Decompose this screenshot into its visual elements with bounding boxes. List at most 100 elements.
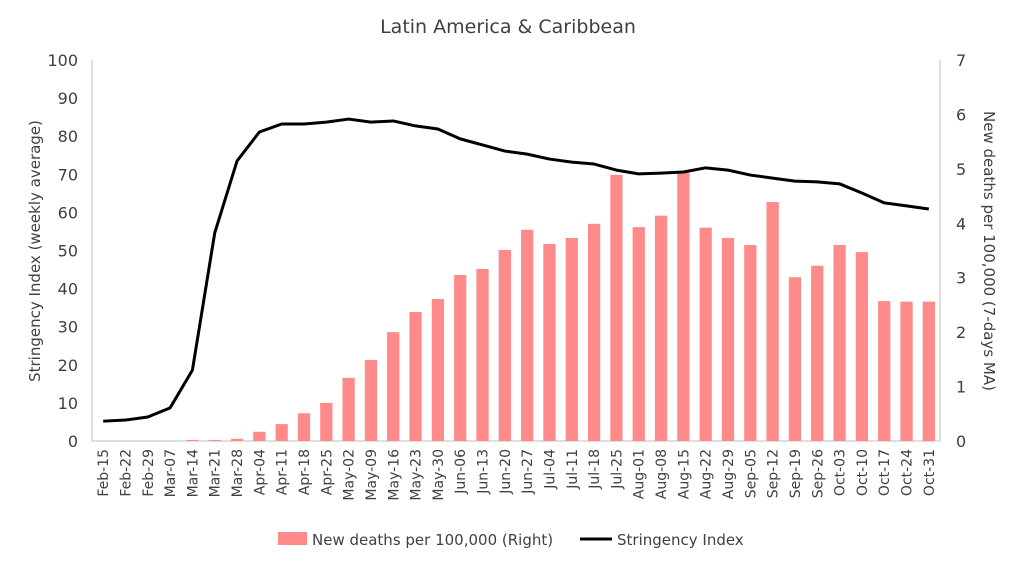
bar — [387, 332, 400, 441]
y-left-tick-label: 40 — [58, 280, 78, 299]
x-tick-label: May-02 — [342, 449, 358, 501]
y-right-tick-label: 0 — [956, 432, 966, 451]
y-left-tick-label: 100 — [47, 51, 78, 70]
x-tick-label: Jun-06 — [453, 449, 469, 495]
bar — [186, 439, 199, 441]
legend-line-label: Stringency Index — [617, 531, 744, 549]
bar — [521, 229, 534, 441]
y-right-tick-label: 6 — [956, 105, 966, 124]
x-tick-label: Oct-10 — [855, 449, 871, 496]
x-tick-label: Mar-07 — [163, 449, 179, 497]
x-tick-label: Apr-18 — [297, 449, 313, 495]
bar — [855, 252, 869, 441]
x-tick-label: Mar-14 — [185, 449, 201, 497]
x-tick-label: Apr-25 — [319, 449, 335, 495]
x-tick-label: Oct-03 — [833, 449, 849, 496]
x-tick-label: Jun-27 — [520, 449, 536, 495]
y-left-tick-label: 70 — [58, 165, 78, 184]
bar — [587, 223, 601, 441]
y-right-tick-label: 2 — [956, 323, 966, 342]
bar — [632, 227, 645, 441]
x-tick-label: Feb-29 — [141, 449, 157, 497]
legend: New deaths per 100,000 (Right) Stringenc… — [278, 531, 744, 549]
bar — [364, 359, 378, 441]
bar — [498, 249, 511, 441]
y-left-tick-label: 90 — [58, 89, 78, 108]
x-tick-label: May-30 — [431, 449, 447, 501]
x-tick-label: Jul-18 — [587, 449, 603, 490]
y-right-tick-label: 3 — [956, 269, 966, 288]
x-tick-label: Sep-05 — [743, 449, 759, 498]
x-tick-label: Oct-17 — [877, 449, 893, 496]
bar-series — [186, 172, 935, 441]
x-tick-label: Feb-15 — [96, 449, 112, 497]
y-left-tick-label: 60 — [58, 203, 78, 222]
bar — [275, 424, 288, 441]
y-left-tick-label: 20 — [58, 356, 78, 375]
bar — [744, 245, 757, 441]
bar — [878, 301, 891, 441]
bar — [409, 312, 422, 441]
bar — [431, 298, 445, 441]
x-tick-label: May-23 — [409, 449, 425, 501]
y-right-tick-label: 1 — [956, 378, 966, 397]
x-tick-label: Aug-22 — [699, 449, 715, 499]
x-tick-label: Jun-20 — [498, 449, 514, 495]
y-left-tick-label: 80 — [58, 127, 78, 146]
y-left-tick-label: 10 — [58, 394, 78, 413]
x-tick-label: Mar-28 — [230, 449, 246, 497]
x-tick-label: Aug-01 — [632, 449, 648, 499]
bar — [811, 265, 824, 441]
bar — [699, 227, 712, 441]
bar — [320, 402, 333, 441]
x-tick-label: Aug-15 — [676, 449, 692, 499]
y-right-tick-label: 5 — [956, 160, 966, 179]
legend-bar-label: New deaths per 100,000 (Right) — [312, 531, 553, 549]
x-tick-label: May-09 — [364, 449, 380, 501]
bar — [253, 431, 266, 441]
bar — [922, 301, 935, 441]
bar — [677, 172, 690, 441]
x-tick-label: Feb-22 — [118, 449, 134, 497]
bar — [208, 439, 221, 441]
x-tick-label: Jul-25 — [609, 449, 625, 490]
y-axis-left-label: Stringency Index (weekly average) — [26, 120, 44, 382]
x-tick-label: Jul-04 — [542, 449, 558, 490]
bar — [543, 243, 556, 441]
x-tick-label: Mar-21 — [208, 449, 224, 497]
bar — [833, 245, 846, 441]
x-tick-label: Jul-11 — [565, 449, 581, 490]
stringency-line — [103, 117, 930, 423]
chart-title: Latin America & Caribbean — [380, 16, 636, 38]
bar — [230, 438, 244, 441]
x-tick-label: Jun-13 — [476, 449, 492, 495]
bar — [654, 215, 668, 441]
bar — [297, 413, 311, 441]
y-right-tick-label: 4 — [956, 214, 966, 233]
x-tick-label: Sep-12 — [766, 449, 782, 498]
y-left-tick-label: 30 — [58, 318, 78, 337]
x-tick-label: Sep-19 — [788, 449, 804, 498]
bar — [721, 237, 735, 441]
bar — [788, 277, 802, 441]
tick-labels: 0 10 20 30 40 50 60 70 80 90 100 0 1 2 3 4 5 6 7 Feb-15 Feb-… — [47, 51, 966, 501]
bar — [342, 377, 355, 441]
bar — [454, 274, 467, 441]
x-tick-label: Aug-08 — [654, 449, 670, 499]
bar — [565, 237, 578, 441]
y-left-tick-label: 0 — [68, 432, 78, 451]
y-axis-right-label: New deaths per 100,000 (7-days MA) — [980, 111, 998, 391]
x-tick-label: May-16 — [386, 449, 402, 501]
x-tick-label: Apr-04 — [252, 449, 268, 495]
bar — [766, 202, 779, 441]
line-series — [103, 117, 930, 423]
bar — [476, 269, 489, 441]
x-tick-label: Aug-29 — [721, 449, 737, 499]
x-tick-label: Apr-11 — [275, 449, 291, 495]
bar — [900, 301, 913, 441]
x-tick-label: Oct-31 — [922, 449, 938, 496]
x-tick-label: Oct-24 — [900, 449, 916, 496]
y-right-tick-label: 7 — [956, 51, 966, 70]
legend-bar-swatch — [278, 532, 307, 545]
